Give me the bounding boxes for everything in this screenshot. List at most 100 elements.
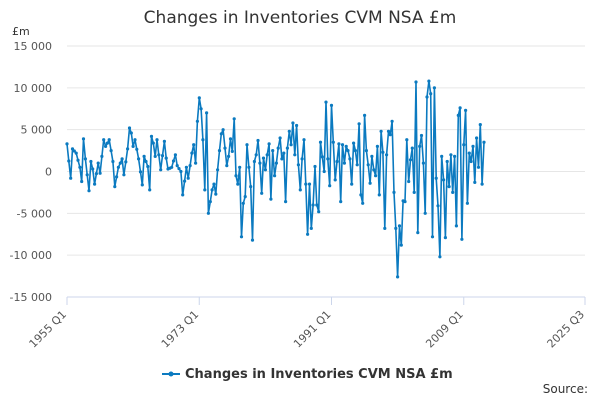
y-tick-label: -15 000 xyxy=(10,291,52,304)
data-point xyxy=(192,143,196,147)
data-point xyxy=(126,147,130,151)
data-point xyxy=(214,192,218,196)
data-point xyxy=(370,154,374,158)
series-layer xyxy=(65,79,486,279)
data-point xyxy=(381,150,385,154)
data-point xyxy=(329,103,334,107)
legend-label: Changes in Inventories CVM NSA £m xyxy=(185,367,453,382)
data-point xyxy=(210,188,214,192)
data-point xyxy=(386,129,391,133)
data-point xyxy=(333,178,337,182)
data-point xyxy=(377,193,381,197)
source-label: Source: xyxy=(542,382,588,396)
data-point xyxy=(221,128,225,132)
data-point xyxy=(464,108,468,112)
x-tick-label: 1955 Q1 xyxy=(27,308,70,351)
data-point xyxy=(173,153,177,157)
data-point xyxy=(346,149,350,153)
data-point xyxy=(388,133,392,137)
data-point xyxy=(445,159,449,164)
data-point xyxy=(263,168,267,172)
data-point xyxy=(397,224,402,228)
data-point xyxy=(482,140,486,144)
data-point xyxy=(69,176,73,180)
data-point xyxy=(146,164,150,169)
data-point xyxy=(407,179,411,184)
y-axis: 15 000 10 000 5 000 0 -5 000 -10 000 -15 000 xyxy=(10,40,52,304)
data-point xyxy=(408,158,413,162)
data-point xyxy=(137,157,141,161)
data-point xyxy=(245,143,249,147)
data-point xyxy=(271,149,275,153)
data-point xyxy=(368,181,372,185)
data-point xyxy=(122,173,126,177)
data-point xyxy=(216,168,220,172)
data-point xyxy=(89,159,93,164)
data-point xyxy=(102,138,106,142)
data-point xyxy=(425,95,429,99)
data-point xyxy=(326,157,330,161)
data-point xyxy=(304,182,308,186)
data-point xyxy=(460,237,464,241)
data-point xyxy=(385,153,389,157)
data-point xyxy=(171,159,176,163)
data-point xyxy=(350,182,354,186)
data-point xyxy=(427,79,431,83)
data-point xyxy=(91,167,95,171)
data-point xyxy=(184,165,188,169)
data-point xyxy=(138,170,143,174)
data-point xyxy=(160,154,165,158)
data-point xyxy=(129,131,133,135)
data-point xyxy=(372,168,376,172)
x-tick-label: 1991 Q1 xyxy=(291,308,334,351)
data-point xyxy=(364,149,368,153)
x-tick-label: 2025 Q3 xyxy=(545,308,588,351)
data-point xyxy=(434,176,438,180)
data-point xyxy=(201,138,205,142)
data-point xyxy=(396,275,400,279)
legend[interactable]: Changes in Inventories CVM NSA £m xyxy=(162,367,453,382)
data-point xyxy=(241,201,245,205)
data-point xyxy=(144,159,148,164)
data-point xyxy=(442,178,446,182)
data-point xyxy=(149,134,154,138)
data-point xyxy=(449,153,453,157)
data-point xyxy=(159,168,163,172)
data-point xyxy=(72,149,76,153)
data-point xyxy=(480,182,484,186)
data-point xyxy=(223,146,227,150)
data-point xyxy=(155,138,159,142)
data-point xyxy=(478,123,482,127)
data-point xyxy=(361,201,365,205)
data-point xyxy=(78,165,82,169)
data-point xyxy=(188,164,192,168)
data-point xyxy=(339,200,343,204)
data-point xyxy=(287,129,291,133)
data-point xyxy=(394,226,398,230)
data-point xyxy=(203,188,207,192)
data-point xyxy=(309,226,313,230)
data-point xyxy=(456,113,460,117)
data-point xyxy=(348,157,352,161)
data-point xyxy=(261,156,266,160)
data-point xyxy=(170,165,174,169)
data-point xyxy=(151,141,155,145)
data-point xyxy=(239,235,244,239)
data-point xyxy=(148,188,152,192)
data-point xyxy=(93,182,97,186)
data-point xyxy=(399,243,403,247)
data-point xyxy=(217,149,222,153)
data-point xyxy=(473,180,477,184)
data-point xyxy=(190,151,194,155)
data-point xyxy=(430,235,435,239)
data-point xyxy=(142,154,146,158)
data-point xyxy=(181,193,185,197)
data-point xyxy=(298,188,302,192)
data-point xyxy=(306,232,310,236)
data-point xyxy=(342,161,346,165)
x-axis: 1955 Q1 1973 Q1 1991 Q1 2009 Q1 2025 Q3 xyxy=(27,296,588,351)
data-point xyxy=(462,143,466,147)
y-axis-unit-label: £m xyxy=(12,25,30,38)
y-tick-label: -10 000 xyxy=(10,249,52,262)
